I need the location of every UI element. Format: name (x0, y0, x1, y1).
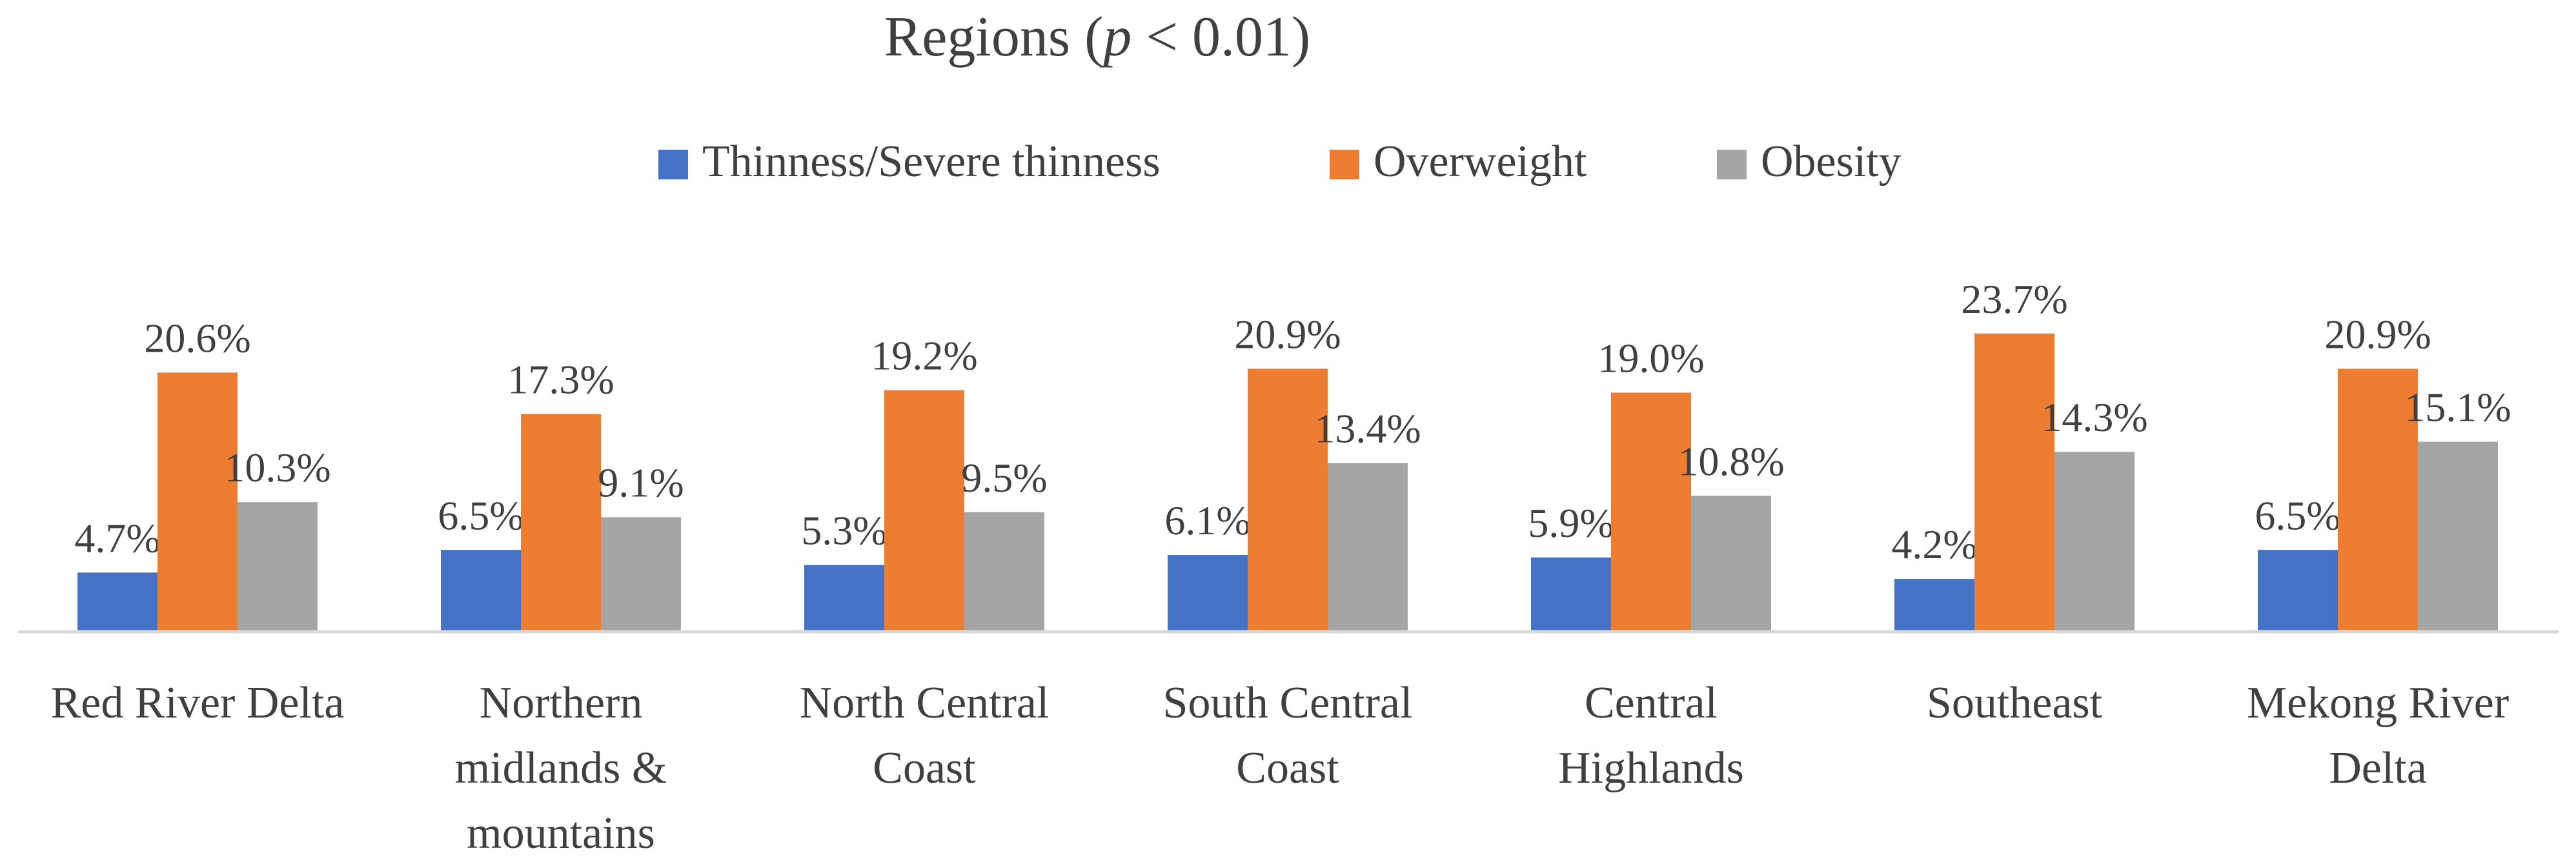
data-label-overweight-5: 19.0% (1597, 336, 1704, 381)
x-tick-label-7: Mekong River Delta (2247, 678, 2509, 793)
bar-thinness-severe-thinness-1 (77, 572, 157, 632)
legend-swatch-obesity (1717, 150, 1747, 179)
bar-overweight-6 (1974, 333, 2054, 632)
bar-overweight-1 (157, 372, 238, 632)
bar-thinness-severe-thinness-4 (1168, 555, 1248, 632)
chart-title-prefix: Regions ( (884, 6, 1104, 68)
data-label-obesity-4: 13.4% (1314, 406, 1421, 452)
data-label-thinness-severe-thinness-1: 4.7% (74, 515, 160, 561)
legend-swatch-overweight (1330, 150, 1359, 179)
bar-overweight-7 (2338, 368, 2418, 632)
plot-area: 4.7% 20.6% 10.3% 6.5% 17.3% 9.1% 5.3% 19.2% 9.5%… (74, 276, 2511, 632)
bar-obesity-6 (2054, 452, 2135, 632)
bar-obesity-1 (238, 502, 318, 632)
data-label-obesity-3: 9.5% (961, 455, 1047, 501)
bar-obesity-3 (964, 512, 1044, 632)
data-label-thinness-severe-thinness-3: 5.3% (801, 508, 887, 554)
legend: Thinness/Severe thinness Overweight Obesit… (658, 137, 1902, 186)
chart-title-suffix: < 0.01) (1131, 6, 1310, 68)
data-label-thinness-severe-thinness-6: 4.2% (1891, 521, 1977, 567)
bar-obesity-2 (601, 517, 681, 632)
bar-thinness-severe-thinness-6 (1894, 579, 1974, 632)
data-label-thinness-severe-thinness-4: 6.1% (1164, 497, 1250, 543)
bar-thinness-severe-thinness-5 (1531, 557, 1611, 632)
data-label-overweight-2: 17.3% (507, 357, 614, 403)
data-label-obesity-1: 10.3% (224, 445, 330, 490)
legend-label-overweight: Overweight (1374, 137, 1587, 186)
bar-overweight-5 (1611, 392, 1691, 632)
x-axis-labels: Red River Delta Northern midlands & mountai… (51, 678, 2510, 858)
data-label-thinness-severe-thinness-7: 6.5% (2255, 492, 2340, 538)
bar-overweight-4 (1248, 368, 1328, 632)
bar-obesity-7 (2418, 441, 2498, 632)
x-tick-label-3: North Central Coast (800, 678, 1050, 793)
data-label-obesity-2: 9.1% (598, 460, 684, 506)
data-label-overweight-4: 20.9% (1234, 311, 1341, 357)
legend-swatch-thinness-severe-thinness (658, 150, 688, 179)
data-label-thinness-severe-thinness-2: 6.5% (438, 492, 523, 538)
bar-thinness-severe-thinness-7 (2258, 550, 2338, 632)
bar-overweight-2 (521, 414, 601, 632)
legend-label-thinness-severe-thinness: Thinness/Severe thinness (702, 137, 1161, 186)
data-label-overweight-3: 19.2% (871, 333, 977, 379)
data-label-overweight-7: 20.9% (2324, 311, 2431, 357)
data-label-obesity-7: 15.1% (2404, 385, 2511, 430)
data-label-thinness-severe-thinness-5: 5.9% (1528, 500, 1614, 546)
chart-title: Regions (p < 0.01) (884, 6, 1311, 68)
legend-label-obesity: Obesity (1761, 137, 1902, 186)
data-label-overweight-6: 23.7% (1961, 276, 2067, 322)
x-tick-label-6: Southeast (1927, 678, 2103, 728)
x-tick-label-1: Red River Delta (51, 678, 345, 728)
bar-obesity-4 (1328, 463, 1408, 632)
data-label-obesity-6: 14.3% (2041, 394, 2147, 440)
x-tick-label-2: Northern midlands & mountains (455, 678, 667, 858)
bar-thinness-severe-thinness-2 (441, 550, 521, 632)
data-label-overweight-1: 20.6% (144, 315, 250, 361)
bar-thinness-severe-thinness-3 (804, 565, 884, 632)
chart-title-italic: p (1099, 6, 1131, 68)
bar-obesity-5 (1691, 496, 1771, 632)
x-tick-label-5: Central Highlands (1558, 678, 1744, 793)
data-label-obesity-5: 10.8% (1678, 438, 1784, 484)
x-tick-label-4: South Central Coast (1163, 678, 1413, 793)
bar-overweight-3 (884, 390, 964, 632)
